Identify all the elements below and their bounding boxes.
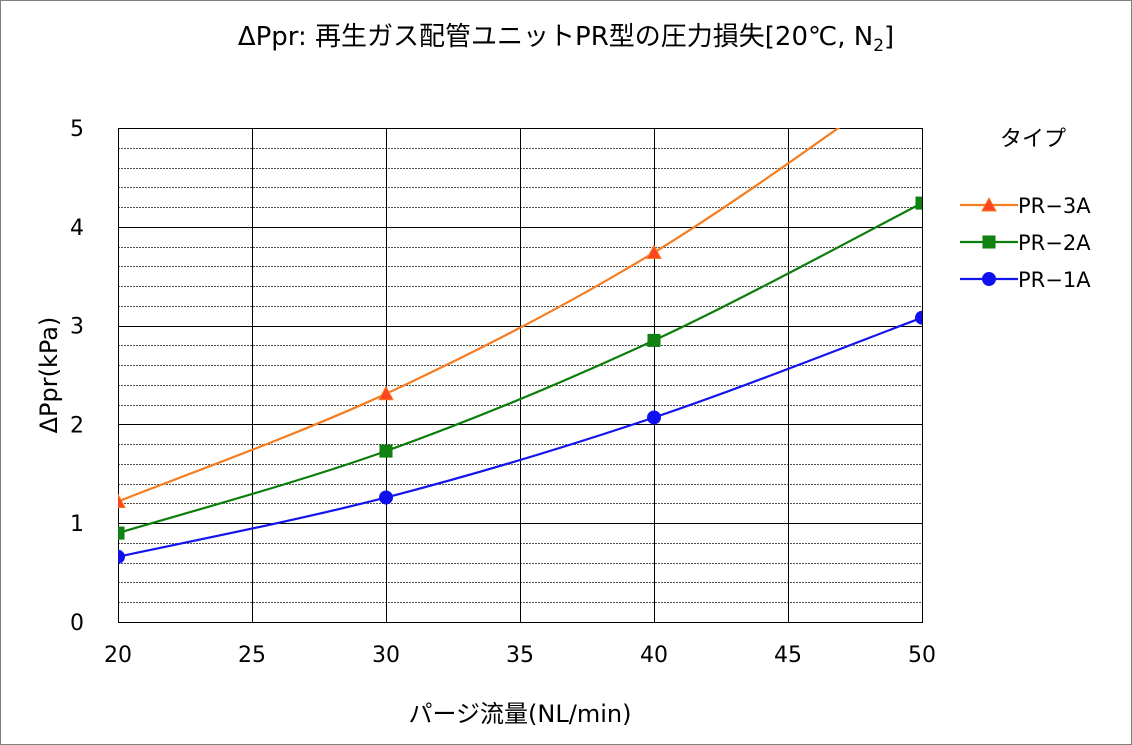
chart-title-subscript: 2 xyxy=(873,36,885,56)
series-0-triangle-marker xyxy=(646,244,662,259)
series-1-square-marker xyxy=(118,526,125,540)
y-tick-label: 0 xyxy=(70,611,84,636)
y-tick-label: 4 xyxy=(70,216,84,241)
x-axis-label: パージ流量(NL/min) xyxy=(409,700,632,728)
legend-circle-marker xyxy=(982,272,996,286)
chart-title: ΔPpr: 再生ガス配管ユニットPR型の圧力損失[20℃, N2] xyxy=(0,16,1132,56)
x-tick-label: 40 xyxy=(640,643,668,668)
series-0-line xyxy=(118,128,841,503)
x-tick-label: 25 xyxy=(238,643,266,668)
y-tick-label: 1 xyxy=(70,512,84,537)
y-tick-label: 2 xyxy=(70,413,84,438)
x-tick-label: 30 xyxy=(372,643,400,668)
y-tick-label: 3 xyxy=(70,315,84,340)
x-tick-label: 35 xyxy=(506,643,534,668)
chart-title-close: ] xyxy=(884,22,895,52)
series-0-triangle-marker xyxy=(118,493,126,508)
y-tick-label: 5 xyxy=(70,117,84,142)
legend-item: PR−1A xyxy=(960,268,1091,292)
x-tick-label: 50 xyxy=(908,643,936,668)
chart-title-text: ΔPpr: 再生ガス配管ユニットPR型の圧力損失[20℃, N xyxy=(237,22,874,52)
plot-border xyxy=(118,128,923,623)
series-1-square-marker xyxy=(379,444,393,458)
series-1-line xyxy=(118,202,922,535)
series-0 xyxy=(118,128,841,508)
legend-label: PR−2A xyxy=(1018,231,1091,255)
legend-label: PR−1A xyxy=(1018,268,1091,292)
series-2-circle-marker xyxy=(647,410,661,425)
legend-label: PR−3A xyxy=(1018,194,1091,218)
legend-triangle-marker xyxy=(981,196,997,212)
legend-square-marker xyxy=(982,235,996,249)
series-2 xyxy=(118,310,922,564)
series-1-square-marker xyxy=(915,196,922,210)
series-2-circle-marker xyxy=(379,490,393,505)
y-axis-label: ΔPpr(kPa) xyxy=(35,317,63,434)
legend-title: タイプ xyxy=(1000,127,1066,152)
series-0-triangle-marker xyxy=(378,385,394,401)
series-2-circle-marker xyxy=(915,310,922,325)
series-1-square-marker xyxy=(647,333,661,347)
legend-item: PR−3A xyxy=(960,194,1091,218)
x-tick-label: 20 xyxy=(104,643,132,668)
x-tick-label: 45 xyxy=(774,643,802,668)
series-2-circle-marker xyxy=(118,549,125,564)
series-1 xyxy=(118,196,922,540)
series-2-line xyxy=(118,316,922,558)
legend-item: PR−2A xyxy=(960,231,1091,255)
